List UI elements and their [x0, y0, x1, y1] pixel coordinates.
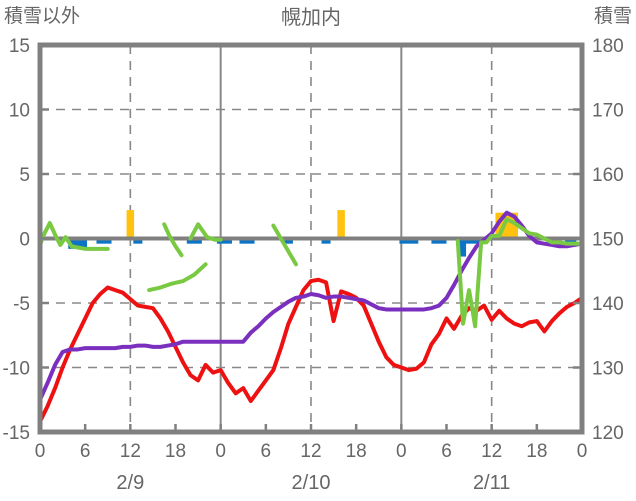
date-label: 2/11 — [473, 472, 510, 494]
green-line — [38, 217, 584, 329]
right-tick-label: 150 — [592, 230, 624, 251]
hour-tick-label: 6 — [441, 441, 452, 462]
snowfall-bar — [337, 210, 345, 239]
green-line-segment — [271, 223, 298, 267]
hour-tick-label: 18 — [526, 441, 547, 462]
snowmelt-bar — [283, 238, 293, 244]
snowmelt-bar — [216, 238, 232, 244]
purple-line-path — [38, 210, 584, 402]
green-line-segment — [38, 221, 110, 251]
left-tick-label: -10 — [3, 359, 30, 380]
snowmelt-bar — [457, 238, 467, 257]
snowmelt-bar — [321, 238, 331, 244]
hour-tick-label: 6 — [261, 441, 272, 462]
right-tick-label: 130 — [592, 359, 624, 380]
red-line-path — [38, 277, 584, 424]
left-tick-label: 15 — [9, 36, 30, 57]
chart-title: 幌加内 — [281, 6, 341, 29]
right-tick-label: 160 — [592, 165, 624, 186]
date-label: 2/9 — [116, 472, 144, 494]
left-axis-title: 積雪以外 — [4, 5, 80, 27]
green-line-segment — [147, 262, 208, 293]
snowmelt-bar — [565, 238, 577, 244]
left-tick-label: 5 — [19, 165, 30, 186]
right-tick-label: 170 — [592, 101, 624, 122]
left-tick-label: -15 — [3, 423, 30, 444]
hour-tick-label: 0 — [396, 441, 407, 462]
left-tick-label: 10 — [9, 101, 30, 122]
hour-tick-label: 18 — [346, 441, 367, 462]
green-line-segment — [162, 222, 184, 258]
purple-line — [38, 210, 584, 402]
left-tick-label: -5 — [13, 294, 30, 315]
snowmelt-bar — [96, 238, 112, 244]
hour-tick-label: 12 — [300, 441, 321, 462]
hour-tick-label: 6 — [80, 441, 91, 462]
hour-tick-label: 0 — [215, 441, 226, 462]
snowmelt-bar — [399, 238, 419, 244]
hour-tick-label: 0 — [577, 441, 588, 462]
snowmelt-bar — [68, 238, 88, 249]
left-tick-label: 0 — [19, 230, 30, 251]
green-line-segment — [188, 222, 223, 242]
hour-tick-label: 12 — [120, 441, 141, 462]
hour-tick-label: 18 — [165, 441, 186, 462]
snowmelt-bar — [239, 238, 255, 244]
red-line — [38, 277, 584, 424]
right-axis-title: 積雪 — [594, 5, 632, 27]
snowmelt-bar — [133, 238, 143, 244]
hour-tick-label: 0 — [35, 441, 46, 462]
snowmelt-bar — [431, 238, 447, 244]
right-tick-label: 140 — [592, 294, 624, 315]
right-tick-label: 180 — [592, 36, 624, 57]
right-tick-label: 120 — [592, 423, 624, 444]
green-line-segment — [455, 217, 584, 329]
date-label: 2/10 — [292, 472, 331, 494]
hour-tick-label: 12 — [481, 441, 502, 462]
snowmelt-bars — [68, 238, 577, 257]
snowmelt-bar — [463, 238, 483, 244]
snowmelt-bar — [186, 238, 202, 244]
snowfall-bar — [126, 210, 135, 239]
